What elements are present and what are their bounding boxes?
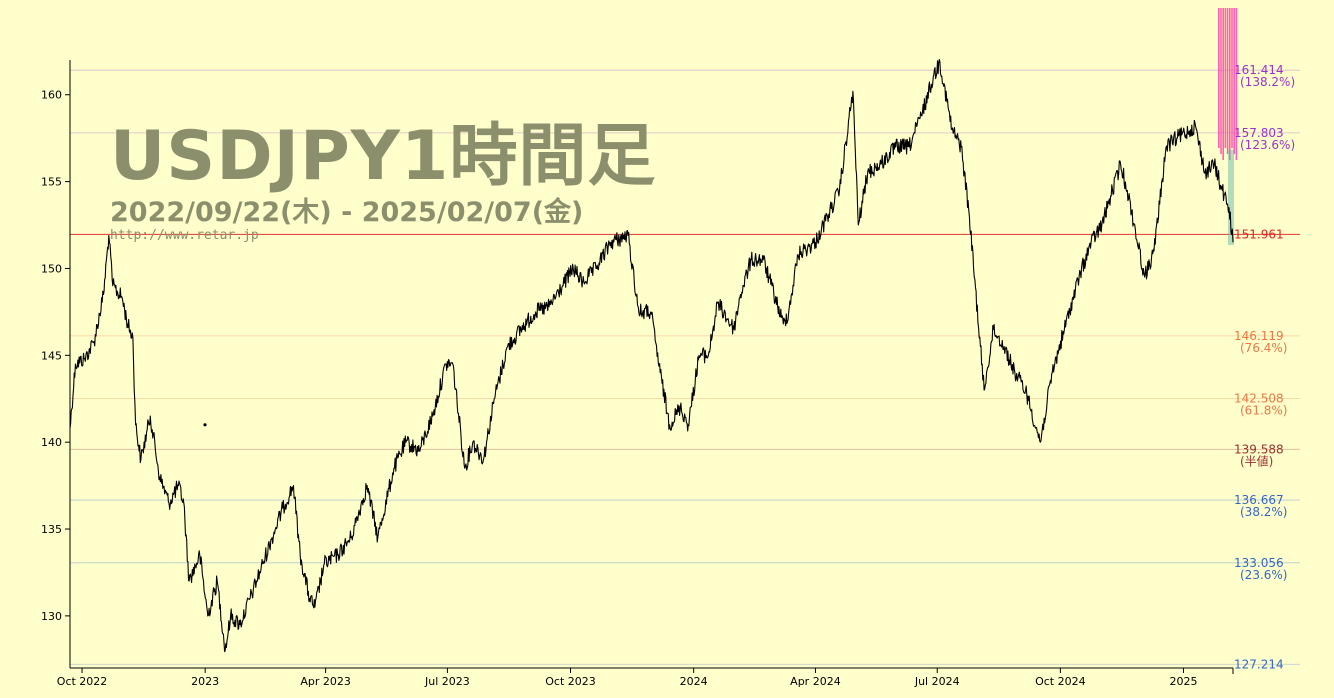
x-tick-label-3: Jul 2023 <box>424 675 470 688</box>
fib-levels <box>70 69 1300 665</box>
recent-marker-2 <box>1222 8 1224 160</box>
recent-marker-8 <box>1235 8 1238 160</box>
x-tick-label-0: Oct 2022 <box>57 675 108 688</box>
x-tick-label-8: Oct 2024 <box>1035 675 1086 688</box>
level-labels: 161.414(138.2%) 157.803(123.6%) 151.961 146… <box>1234 63 1295 671</box>
recent-marker-0 <box>1218 8 1220 148</box>
y-tick-label-155: 155 <box>41 176 62 189</box>
chart-title: USDJPY1時間足 <box>110 117 657 196</box>
recent-marker-1 <box>1220 8 1222 154</box>
level-value-5: 139.588 <box>1234 442 1284 456</box>
recent-range-band <box>1228 150 1234 245</box>
recent-marker-4 <box>1226 8 1229 154</box>
recent-marker-3 <box>1224 8 1227 148</box>
y-tick-label-140: 140 <box>41 436 62 449</box>
level-pct-5: (半値) <box>1240 453 1273 468</box>
site-url: http://www.retar.jp <box>110 228 259 243</box>
x-tick-label-4: Oct 2023 <box>545 675 596 688</box>
x-tick-label-1: 2023 <box>191 675 219 688</box>
y-tick-label-160: 160 <box>41 89 62 102</box>
recent-marker-6 <box>1231 8 1233 148</box>
recent-marker-5 <box>1229 8 1231 160</box>
level-value-1: 157.803 <box>1234 126 1284 140</box>
level-pct-4: (61.8%) <box>1240 404 1287 418</box>
level-value-7: 133.056 <box>1234 556 1284 570</box>
x-tick-label-5: 2024 <box>680 675 708 688</box>
recent-markers <box>1218 8 1238 245</box>
level-pct-0: (138.2%) <box>1240 75 1295 89</box>
level-pct-7: (23.6%) <box>1240 568 1287 582</box>
level-value-3: 146.119 <box>1234 329 1284 343</box>
y-tick-label-145: 145 <box>41 349 62 362</box>
price-outlier-dot <box>203 423 207 427</box>
price-line <box>69 58 1234 653</box>
y-tick-label-130: 130 <box>41 610 62 623</box>
x-tick-label-2: Apr 2023 <box>300 675 351 688</box>
level-value-6: 136.667 <box>1234 493 1284 507</box>
price-series <box>69 58 1234 653</box>
x-tick-label-9: 2025 <box>1169 675 1197 688</box>
date-range: 2022/09/22(木) - 2025/02/07(金) <box>110 197 584 228</box>
level-pct-6: (38.2%) <box>1240 505 1287 519</box>
axes: 130 135 140 145 150 155 160 Oct 2022 2023 Apr 202… <box>41 60 1234 688</box>
level-pct-3: (76.4%) <box>1240 341 1287 355</box>
recent-marker-7 <box>1233 8 1235 154</box>
level-pct-1: (123.6%) <box>1240 138 1295 152</box>
y-tick-label-135: 135 <box>41 523 62 536</box>
level-value-8: 127.214 <box>1234 657 1284 671</box>
level-value-2: 151.961 <box>1234 227 1284 241</box>
level-value-4: 142.508 <box>1234 392 1284 406</box>
level-value-0: 161.414 <box>1234 63 1284 77</box>
y-tick-label-150: 150 <box>41 262 62 275</box>
x-tick-label-7: Jul 2024 <box>914 675 960 688</box>
x-tick-label-6: Apr 2024 <box>790 675 841 688</box>
